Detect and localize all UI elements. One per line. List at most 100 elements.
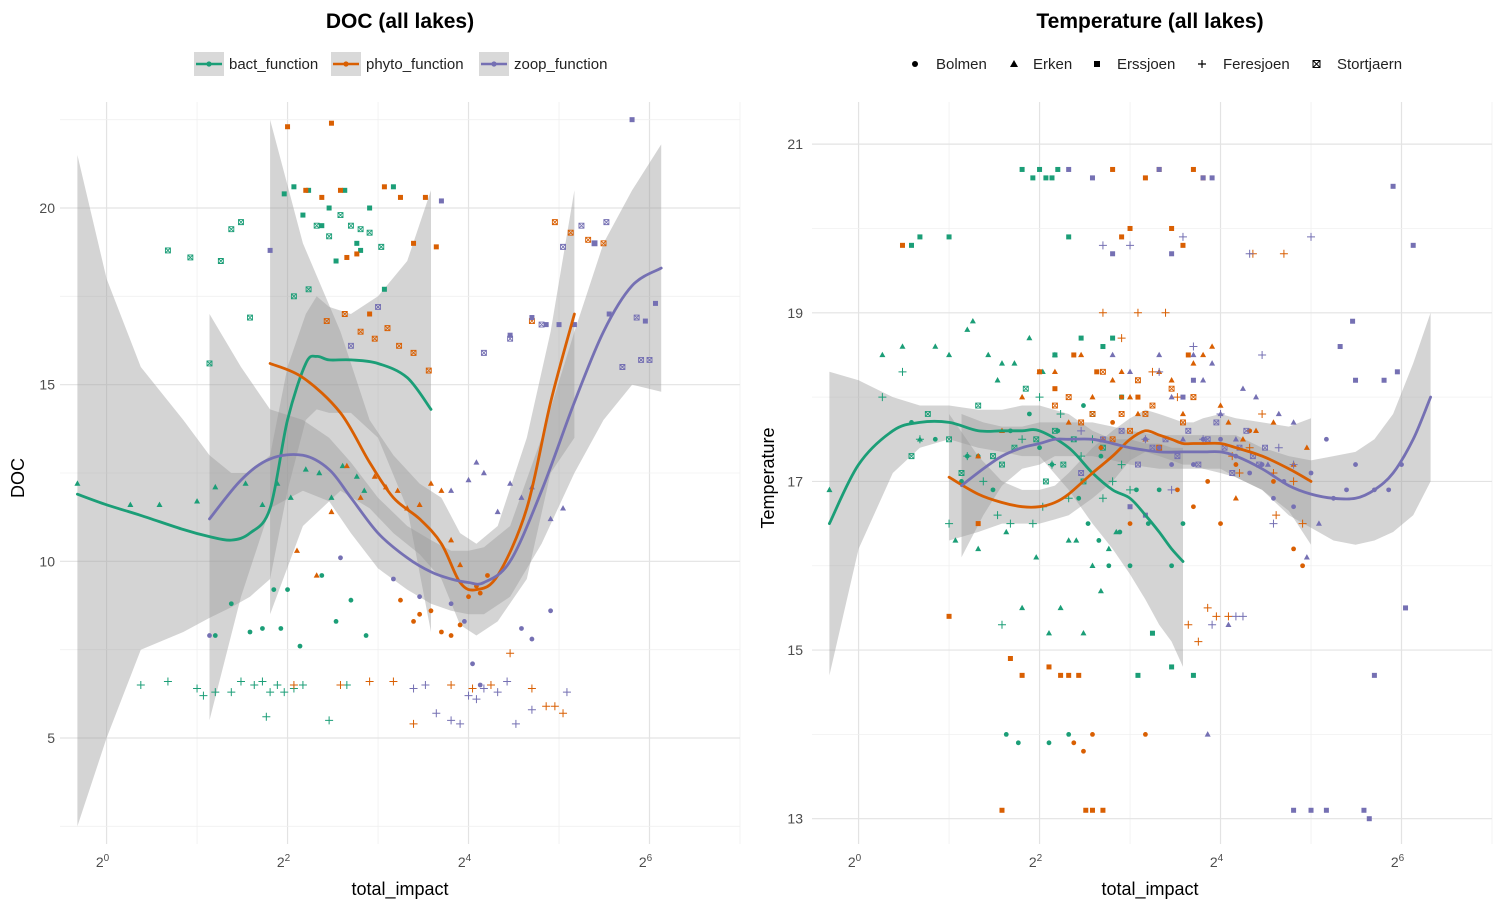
doc-grid	[60, 102, 741, 844]
point-bact-function-stortjaern	[313, 222, 320, 229]
point-bact-function-stortjaern	[347, 222, 354, 229]
point-phyto-function-stortjaern	[371, 335, 378, 342]
point-zoop-function-stortjaern	[619, 364, 626, 370]
temperature-y-tick-label: 13	[787, 811, 803, 827]
point-zoop-function-bolmen	[338, 555, 343, 561]
point-phyto-function-stortjaern	[1065, 394, 1072, 401]
point-bact-function-bolmen	[1066, 731, 1072, 737]
point-bact-function-erken	[1011, 360, 1018, 366]
point-zoop-function-bolmen	[461, 619, 467, 624]
point-phyto-function-bolmen	[1300, 563, 1305, 569]
point-bact-function-erken	[826, 486, 833, 493]
point-phyto-function-bolmen	[1090, 731, 1095, 737]
doc-x-tick-label: 22	[277, 853, 291, 870]
point-phyto-function-erssjoen	[999, 807, 1005, 813]
temperature-grid	[812, 102, 1493, 844]
point-zoop-function-bolmen	[477, 682, 483, 688]
doc-y-tick-label: 5	[47, 730, 55, 746]
temperature-x-tick-exponent: 2	[1037, 853, 1043, 864]
point-zoop-function-erssjoen	[1361, 807, 1367, 813]
point-phyto-function-feresjoen	[1235, 469, 1244, 477]
point-zoop-function-erssjoen	[1200, 175, 1206, 181]
point-phyto-function-erssjoen	[1076, 672, 1082, 678]
temperature-y-axis-title: Temperature	[758, 427, 778, 528]
point-phyto-function-bolmen	[1205, 479, 1211, 484]
point-phyto-function-erssjoen	[899, 242, 905, 248]
point-zoop-function-erssjoen	[1371, 672, 1377, 678]
legend-shape-stortjaern-cross	[1312, 60, 1321, 68]
point-bact-function-feresjoen	[993, 511, 1002, 520]
smooth-line-phyto-function	[947, 429, 1313, 509]
point-zoop-function-feresjoen	[1208, 620, 1217, 629]
doc-y-tick-label: 20	[39, 200, 55, 216]
point-bact-function-erssjoen	[1149, 630, 1155, 636]
point-zoop-function-feresjoen	[472, 695, 481, 704]
point-bact-function-bolmen	[297, 643, 303, 649]
point-zoop-function-erssjoen	[1410, 242, 1416, 248]
legend-item-erssjoen: Erssjoen	[1094, 56, 1175, 73]
point-phyto-function-erssjoen	[1046, 664, 1052, 670]
point-zoop-function-erssjoen	[642, 318, 648, 324]
point-bact-function-stortjaern	[326, 233, 333, 240]
point-phyto-function-erssjoen	[1169, 225, 1175, 231]
point-bact-function-stortjaern	[1060, 461, 1067, 468]
point-phyto-function-feresjoen	[1184, 620, 1193, 629]
point-phyto-function-erken	[313, 572, 320, 578]
point-zoop-function-erssjoen	[529, 315, 535, 321]
temperature-x-tick-label: 26	[1391, 853, 1405, 870]
point-phyto-function-feresjoen	[1098, 308, 1107, 317]
point-bact-function-stortjaern	[290, 293, 297, 300]
point-phyto-function-stortjaern	[425, 367, 432, 374]
temperature-points	[826, 166, 1416, 822]
legend-shape-stortjaern	[1312, 60, 1321, 68]
point-zoop-function-feresjoen	[1238, 612, 1247, 621]
temperature-chart: Temperature (all lakes) Bolmen Erken Ers…	[758, 10, 1493, 900]
point-phyto-function-erssjoen	[1180, 242, 1186, 248]
point-bact-function-erssjoen	[1078, 335, 1084, 341]
point-bact-function-feresjoen	[1108, 477, 1117, 486]
point-phyto-function-erssjoen	[1135, 394, 1141, 400]
point-zoop-function-erssjoen	[1350, 318, 1356, 324]
point-bact-function-erken	[1057, 604, 1064, 611]
point-bact-function-stortjaern	[228, 226, 235, 233]
point-bact-function-erken	[1019, 604, 1026, 611]
point-bact-function-bolmen	[1096, 538, 1102, 543]
point-bact-function-bolmen	[1085, 521, 1091, 526]
point-bact-function-erken	[1097, 587, 1104, 594]
temperature-x-tick-exponent: 0	[856, 853, 862, 864]
point-phyto-function-erssjoen	[1037, 369, 1043, 375]
temperature-x-tick-exponent: 4	[1218, 853, 1224, 864]
point-zoop-function-erken	[1290, 419, 1297, 425]
legend-label-feresjoen: Feresjoen	[1223, 56, 1290, 73]
point-phyto-function-erssjoen	[1119, 234, 1125, 240]
point-zoop-function-stortjaern	[538, 321, 545, 328]
point-phyto-function-feresjoen	[1203, 603, 1212, 612]
point-zoop-function-bolmen	[1353, 462, 1358, 467]
legend-item-phyto-function: phyto_function	[331, 52, 464, 76]
point-zoop-function-feresjoen	[1245, 249, 1254, 258]
point-phyto-function-stortjaern	[567, 229, 574, 236]
point-phyto-function-feresjoen	[1289, 477, 1298, 486]
ribbon-zoop-function	[209, 144, 662, 721]
point-bact-function-erken	[74, 480, 81, 486]
legend-dot-zoop-function	[491, 61, 497, 67]
point-zoop-function-feresjoen	[456, 719, 465, 728]
point-phyto-function-stortjaern	[384, 325, 391, 332]
point-zoop-function-feresjoen	[1231, 612, 1240, 621]
ribbon-zoop-function	[961, 312, 1431, 558]
legend-label-erssjoen: Erssjoen	[1117, 56, 1175, 73]
point-zoop-function-feresjoen	[511, 719, 520, 728]
point-zoop-function-erssjoen	[1110, 251, 1116, 257]
point-zoop-function-feresjoen	[493, 688, 502, 697]
point-zoop-function-feresjoen	[1178, 232, 1187, 241]
point-bact-function-bolmen	[212, 633, 218, 638]
point-phyto-function-erssjoen	[1142, 175, 1148, 181]
doc-confidence-ribbons	[77, 119, 662, 827]
point-zoop-function-erssjoen	[1089, 175, 1095, 181]
point-zoop-function-stortjaern	[603, 219, 610, 226]
point-zoop-function-bolmen	[519, 626, 524, 631]
point-zoop-function-erssjoen	[543, 322, 549, 328]
point-phyto-function-erken	[357, 494, 364, 500]
ribbon-bact-function	[829, 371, 1183, 676]
point-phyto-function-stortjaern	[1078, 419, 1085, 426]
